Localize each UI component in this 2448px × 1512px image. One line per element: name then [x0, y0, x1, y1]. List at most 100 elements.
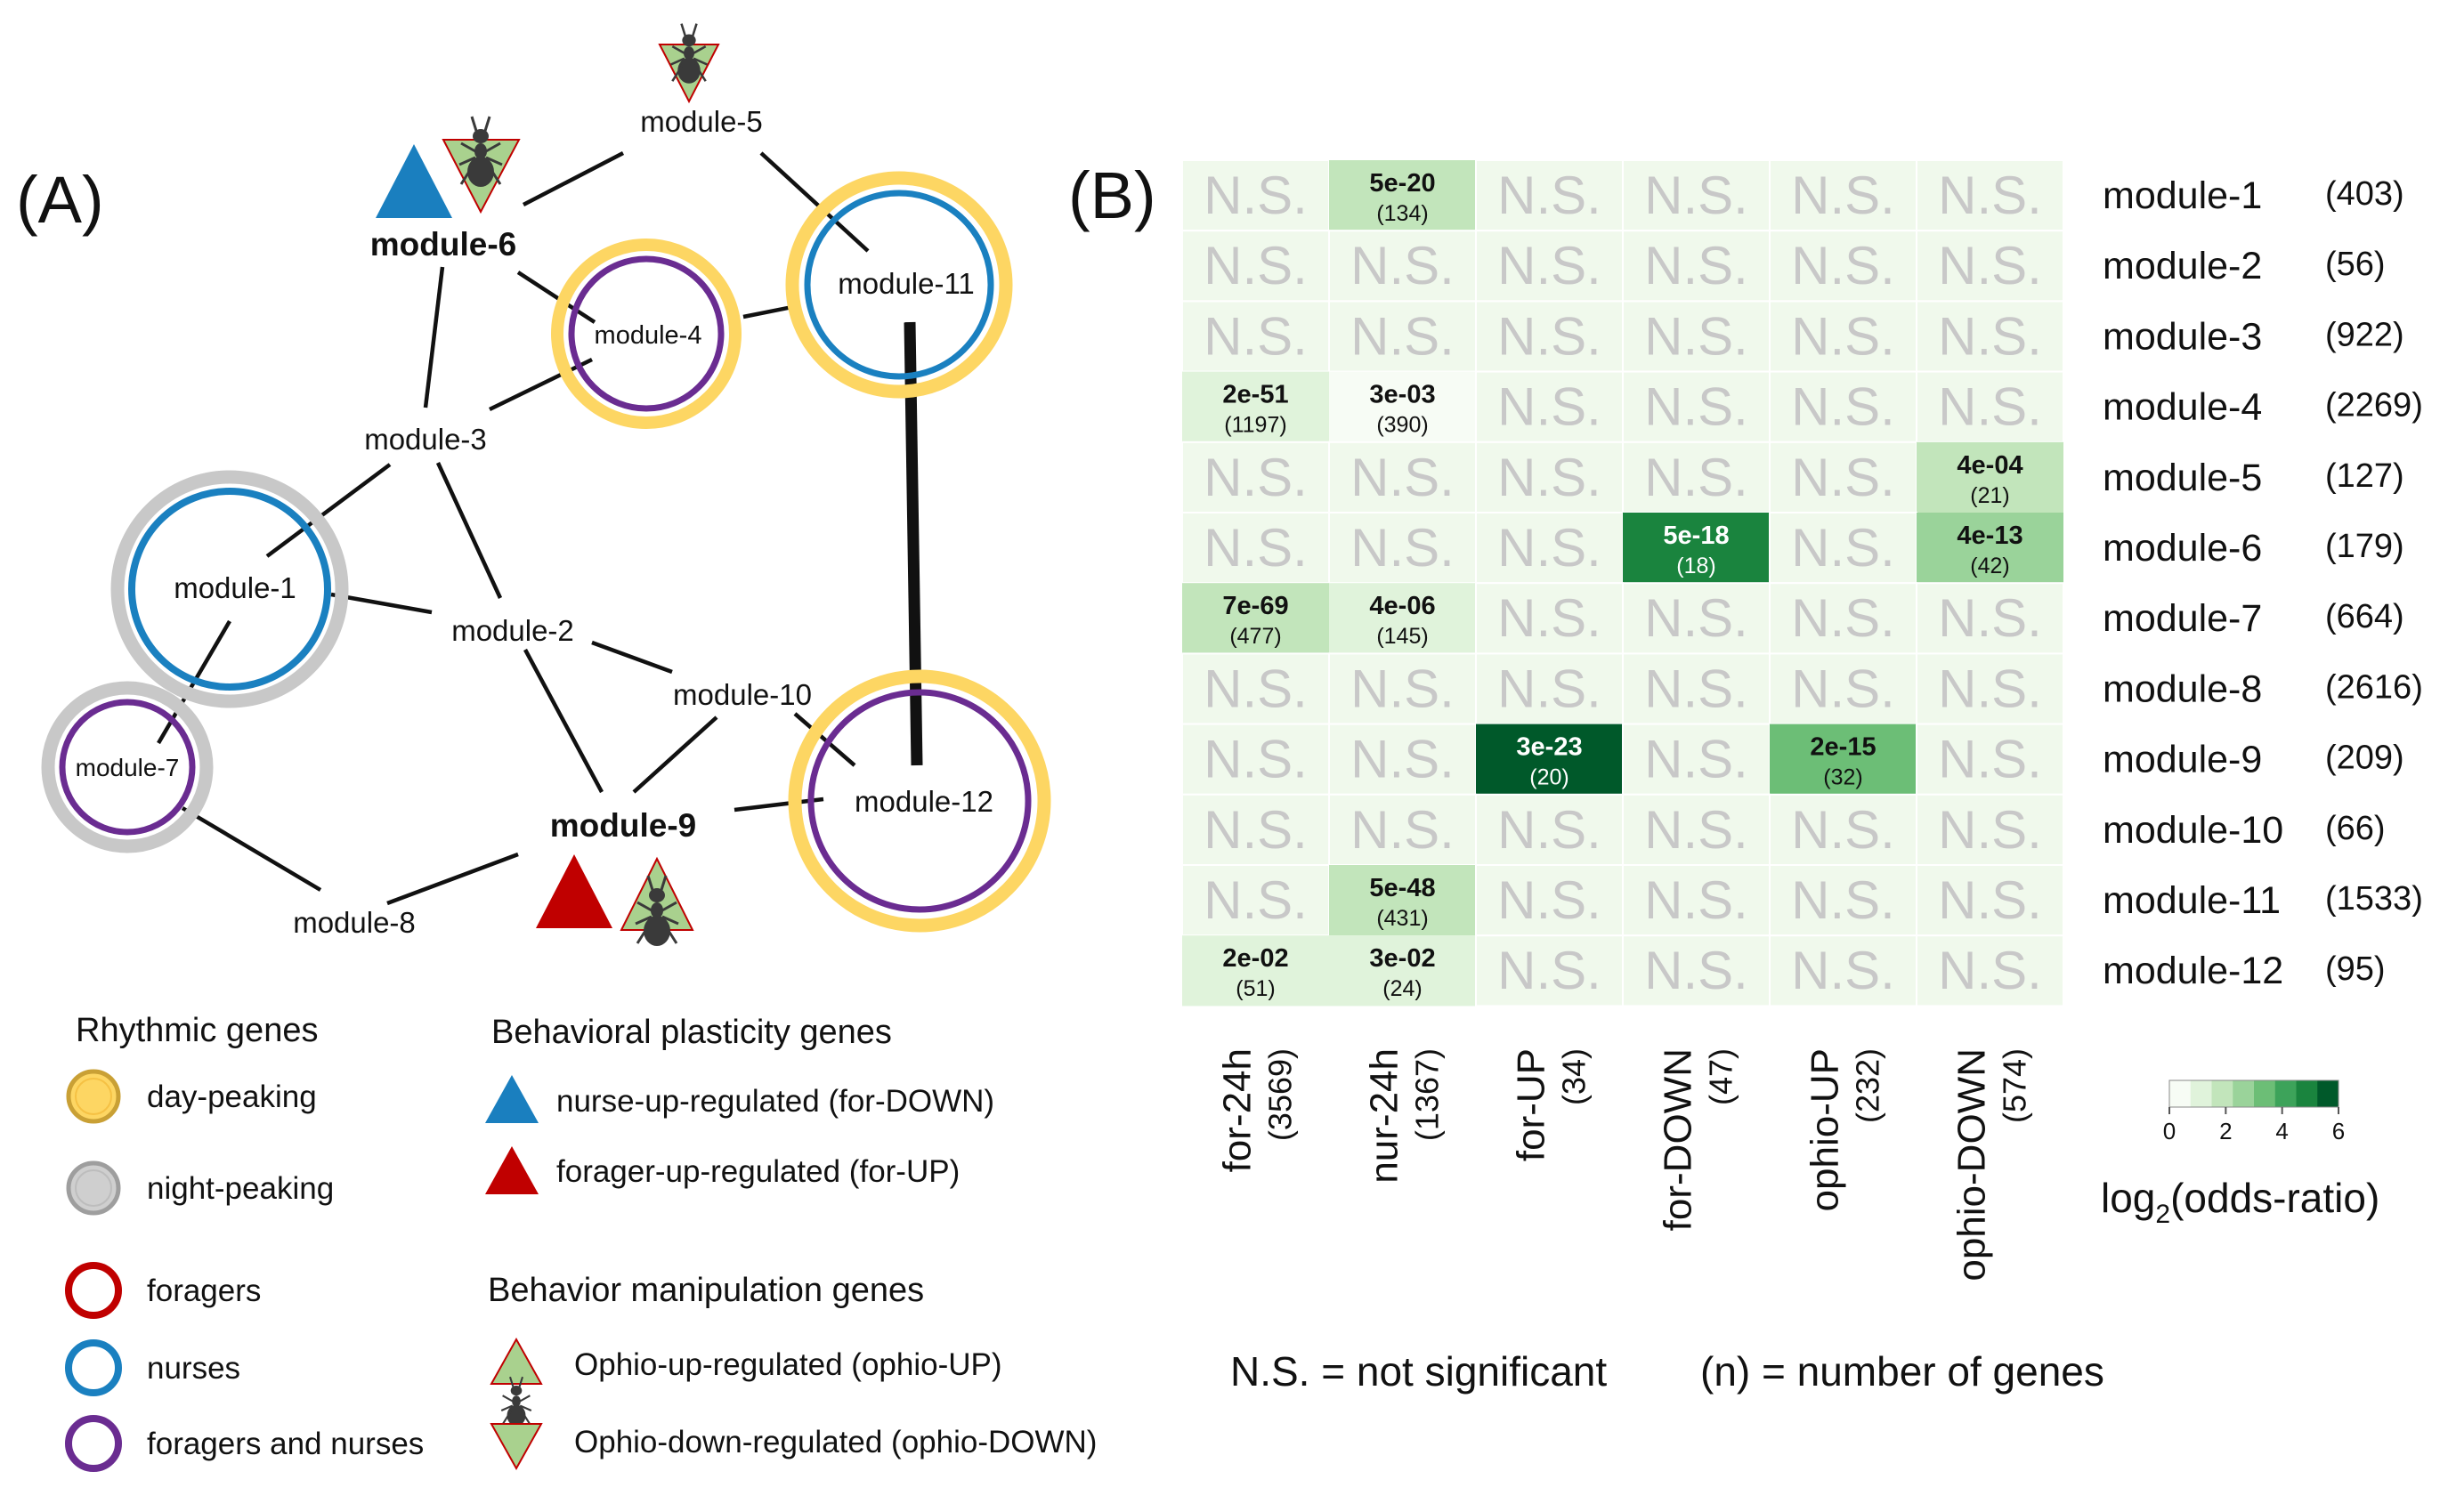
- cell-fill: [1475, 441, 1624, 513]
- node-label-module-1: module-1: [174, 571, 296, 604]
- cell-fill: [1769, 512, 1917, 585]
- m9-markers: [536, 854, 694, 948]
- cell-ns-label: N.S.: [1204, 448, 1308, 507]
- heatmap-cell: 5e-20 (134): [1329, 160, 1476, 231]
- cell-fill: [1181, 230, 1330, 303]
- cell-fill: [1329, 583, 1476, 654]
- heatmap-cell: N.S.: [1181, 230, 1330, 303]
- cell-fill: [1476, 724, 1623, 795]
- column-gene-count: (34): [1556, 1048, 1593, 1105]
- cell-gene-count: (18): [1676, 554, 1715, 578]
- cell-ns-label: N.S.: [1791, 236, 1895, 295]
- cell-fill: [1622, 230, 1771, 303]
- cell-gene-count: (20): [1529, 765, 1569, 790]
- heatmap-cell: N.S.: [1475, 159, 1624, 232]
- scale-swatch: [2233, 1080, 2255, 1107]
- heatmap-cell: N.S.: [1622, 300, 1771, 373]
- cell-ns-label: N.S.: [1204, 236, 1308, 295]
- note-ns-definition: N.S. = not significant: [1230, 1348, 1607, 1395]
- m9-forager-up-triangle: [536, 854, 612, 928]
- heatmap-cell: N.S.: [1769, 934, 1917, 1007]
- network-circles: [41, 171, 1051, 933]
- color-scale: 0 2 4 6 log2(odds-ratio): [2101, 1079, 2379, 1229]
- heatmap-cell: N.S.: [1916, 230, 2064, 303]
- heatmap-cell: N.S.: [1475, 793, 1624, 866]
- column-gene-count: (574): [1997, 1048, 2033, 1123]
- cell-ns-label: N.S.: [1938, 730, 2042, 789]
- m4-day-ring: [551, 239, 742, 429]
- node-label-module-3: module-3: [364, 423, 487, 456]
- scale-swatch: [2190, 1080, 2212, 1107]
- heatmap-cell: 5e-18 (18): [1623, 513, 1770, 584]
- heatmap-cell: N.S.: [1622, 864, 1771, 937]
- cell-ns-label: N.S.: [1497, 588, 1601, 648]
- cell-ns-label: N.S.: [1497, 800, 1601, 860]
- scale-tick-label: 2: [2219, 1118, 2232, 1144]
- row-gene-count: (179): [2325, 528, 2404, 565]
- heatmap-cell: N.S.: [1622, 441, 1771, 513]
- cell-p-value: 4e-13: [1957, 522, 2022, 550]
- cell-p-value: 3e-23: [1516, 733, 1582, 762]
- heatmap-cell: N.S.: [1916, 864, 2064, 937]
- heatmap-row-labels: module-1 (403) module-2 (56) module-3 (922) mo…: [2103, 174, 2423, 992]
- heatmap-cell: N.S.: [1181, 864, 1330, 937]
- row-gene-count: (209): [2325, 740, 2404, 777]
- edge-m9-m10: [632, 716, 718, 794]
- heatmap-cell: N.S.: [1622, 582, 1771, 655]
- column-gene-count: (232): [1850, 1048, 1886, 1123]
- cell-ns-label: N.S.: [1791, 870, 1895, 930]
- cell-p-value: 4e-06: [1369, 592, 1435, 620]
- scale-tick-label: 0: [2163, 1118, 2176, 1144]
- heatmap-cell: 4e-13 (42): [1917, 513, 2063, 584]
- cell-ns-label: N.S.: [1204, 870, 1308, 930]
- cell-ns-label: N.S.: [1644, 800, 1748, 860]
- cell-gene-count: (134): [1376, 201, 1428, 226]
- heatmap-cell: N.S.: [1328, 441, 1477, 513]
- cell-gene-count: (42): [1970, 554, 2009, 578]
- node-label-module-10: module-10: [673, 678, 812, 711]
- cell-ns-label: N.S.: [1204, 518, 1308, 578]
- cell-ns-label: N.S.: [1204, 800, 1308, 860]
- legend-rhythmic-title: Rhythmic genes: [76, 1012, 318, 1049]
- legend-night-peaking: night-peaking: [147, 1171, 334, 1206]
- cell-ns-label: N.S.: [1497, 306, 1601, 366]
- row-label-module-10: module-10: [2103, 809, 2283, 852]
- legend-ophio-down: Ophio-down-regulated (ophio-DOWN): [574, 1425, 1097, 1459]
- cell-ns-label: N.S.: [1350, 236, 1455, 295]
- column-name: ophio-UP: [1804, 1048, 1847, 1211]
- heatmap-cell: N.S.: [1769, 159, 1917, 232]
- cell-ns-label: N.S.: [1644, 448, 1748, 507]
- network-edges: [157, 151, 923, 906]
- row-gene-count: (403): [2325, 175, 2404, 213]
- node-label-module-4: module-4: [595, 321, 702, 350]
- heatmap-cell: N.S.: [1769, 582, 1917, 655]
- cell-ns-label: N.S.: [1791, 518, 1895, 578]
- cell-fill: [1181, 864, 1330, 937]
- cell-p-value: 2e-51: [1222, 381, 1288, 409]
- cell-fill: [1328, 793, 1477, 866]
- heatmap-cell: N.S.: [1328, 652, 1477, 725]
- cell-fill: [1622, 370, 1771, 443]
- cell-ns-label: N.S.: [1938, 870, 2042, 930]
- legend-forager-up: forager-up-regulated (for-UP): [556, 1154, 960, 1189]
- legend-a: Rhythmic genes day-peaking night-peaking…: [65, 1012, 1097, 1472]
- edge-m3-m1: [265, 463, 392, 558]
- cell-ns-label: N.S.: [1350, 800, 1455, 860]
- m12-day-ring: [788, 669, 1051, 933]
- cell-fill: [1622, 300, 1771, 373]
- cell-gene-count: (477): [1229, 624, 1281, 649]
- heatmap-cell: N.S.: [1181, 793, 1330, 866]
- edge-m6-m4: [516, 271, 596, 324]
- heatmap-cell: 7e-69 (477): [1182, 583, 1329, 654]
- cell-ns-label: N.S.: [1497, 941, 1601, 1000]
- row-label-module-5: module-5: [2103, 457, 2262, 499]
- scale-frame: [2168, 1079, 2339, 1108]
- legend-foragers-swatch: [65, 1262, 122, 1319]
- edge-m10-m12: [793, 712, 856, 767]
- cell-ns-label: N.S.: [1791, 306, 1895, 366]
- cell-fill: [1181, 793, 1330, 866]
- cell-ns-label: N.S.: [1644, 588, 1748, 648]
- heatmap-cell: N.S.: [1916, 723, 2064, 796]
- m7-night-ring: [41, 681, 214, 853]
- cell-ns-label: N.S.: [1644, 377, 1748, 437]
